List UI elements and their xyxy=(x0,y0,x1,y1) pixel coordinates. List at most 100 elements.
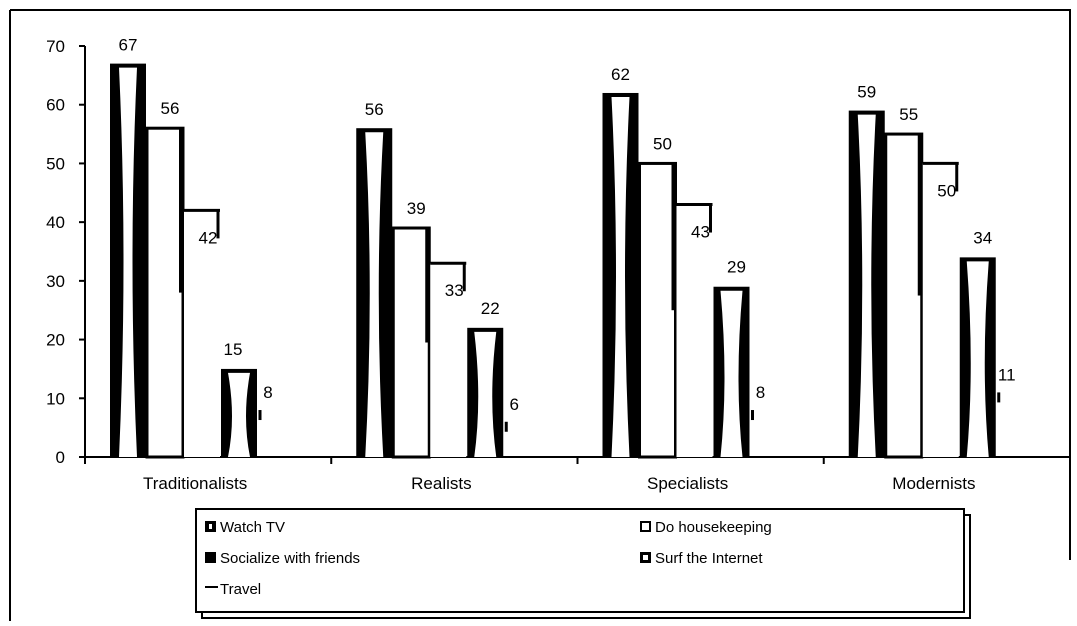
bar-do-housekeeping xyxy=(884,132,924,459)
bar-edge-shadow xyxy=(425,228,430,343)
bar-travel-specialists xyxy=(751,410,787,457)
x-tick-label: Specialists xyxy=(647,474,728,493)
bar-do-housekeeping-modernists xyxy=(884,132,924,459)
y-tick-label: 30 xyxy=(46,272,65,291)
bar-travel-traditionalists xyxy=(258,410,294,457)
data-label: 56 xyxy=(161,99,180,118)
data-label: 39 xyxy=(407,199,426,218)
bar-socialize-with-friends xyxy=(430,263,467,457)
x-tick-label: Realists xyxy=(411,474,471,493)
y-tick-label: 0 xyxy=(56,448,65,467)
legend-swatch-inner xyxy=(643,555,648,560)
bar-edge-shadow xyxy=(917,134,922,296)
x-axis-ticks xyxy=(84,457,1071,464)
data-label: 42 xyxy=(199,228,218,247)
bar-socialize-with-friends-realists xyxy=(430,261,467,457)
bar-inner-highlight xyxy=(228,372,250,457)
bar-socialize-with-friends xyxy=(184,210,220,457)
bar-watch-tv-realists xyxy=(356,128,393,457)
bar-socialize-with-friends xyxy=(676,204,713,457)
value-labels-layer: 67 56 42 15 8 56 39 33 22 6 62 50 43 29 8 59 55 50 34 11 xyxy=(119,36,1016,414)
y-tick-label: 60 xyxy=(46,96,65,115)
bar-edge-shadow xyxy=(671,163,676,311)
bar-watch-tv-specialists xyxy=(602,92,639,457)
y-tick-label: 10 xyxy=(46,389,65,408)
x-tick-label: Modernists xyxy=(892,474,975,493)
legend-swatch xyxy=(205,552,216,563)
data-label: 6 xyxy=(510,395,519,414)
y-tick-label: 20 xyxy=(46,331,65,350)
bar-socialize-with-friends-specialists xyxy=(676,203,713,457)
data-label: 50 xyxy=(937,181,956,200)
bar-surf-the-internet-specialists xyxy=(713,286,750,457)
y-axis-ticks: 0 10 20 30 40 50 60 70 xyxy=(46,37,85,467)
bar-do-housekeeping xyxy=(145,126,185,459)
bar-travel xyxy=(504,422,540,457)
legend: Watch TV Do housekeeping Socialize with fr… xyxy=(195,508,971,619)
chart-frame xyxy=(10,9,1071,560)
bar-inner-highlight xyxy=(119,67,137,457)
legend-swatch-inner xyxy=(209,524,212,529)
legend-item-watch-tv: Watch TV xyxy=(205,519,285,536)
bar-travel xyxy=(997,392,1033,457)
legend-swatch xyxy=(640,521,651,532)
y-tick-label: 40 xyxy=(46,213,65,232)
legend-items: Watch TV Do housekeeping Socialize with fr… xyxy=(205,519,772,598)
legend-item-travel: Travel xyxy=(205,581,261,598)
bar-inner-highlight xyxy=(857,114,876,457)
bar-inner-highlight xyxy=(611,96,630,457)
data-label: 15 xyxy=(224,340,243,359)
bar-do-housekeeping-realists xyxy=(391,226,431,459)
data-label: 8 xyxy=(756,383,765,402)
data-label: 62 xyxy=(611,65,630,84)
data-label: 43 xyxy=(691,223,710,242)
bar-inner-highlight xyxy=(720,290,743,457)
bar-do-housekeeping xyxy=(391,226,431,459)
legend-box-front xyxy=(195,508,965,613)
bar-socialize-with-friends-traditionalists xyxy=(184,208,220,457)
data-label: 59 xyxy=(857,83,876,102)
data-label: 55 xyxy=(899,105,918,124)
bar-do-housekeeping-specialists xyxy=(638,161,677,459)
legend-label: Surf the Internet xyxy=(655,550,763,567)
legend-label: Do housekeeping xyxy=(655,519,772,536)
data-label: 50 xyxy=(653,134,672,153)
bars-layer xyxy=(110,63,1033,459)
data-label: 67 xyxy=(119,36,138,55)
data-label: 34 xyxy=(973,228,992,247)
bar-travel xyxy=(258,410,294,457)
bar-watch-tv-modernists xyxy=(848,110,885,457)
bar-do-housekeeping xyxy=(638,161,677,459)
bar-socialize-with-friends xyxy=(922,163,959,457)
bar-travel-realists xyxy=(504,421,540,457)
data-label: 8 xyxy=(263,383,272,402)
legend-item-surf-the-internet: Surf the Internet xyxy=(640,550,763,567)
data-label: 29 xyxy=(727,258,746,277)
bar-do-housekeeping-traditionalists xyxy=(145,126,185,459)
bar-watch-tv-traditionalists xyxy=(110,63,146,457)
bar-travel xyxy=(751,410,787,457)
data-label: 33 xyxy=(445,281,464,300)
x-tick-label: Traditionalists xyxy=(143,474,247,493)
bar-surf-the-internet-realists xyxy=(467,327,504,457)
bar-edge-shadow xyxy=(179,128,183,293)
legend-label: Watch TV xyxy=(220,519,285,536)
legend-item-do-housekeeping: Do housekeeping xyxy=(640,519,772,536)
legend-label: Socialize with friends xyxy=(220,550,360,567)
bar-travel-modernists xyxy=(997,392,1033,457)
bar-socialize-with-friends-modernists xyxy=(922,161,959,457)
category-labels-layer: Traditionalists Realists Specialists Modern… xyxy=(143,474,975,493)
bar-inner-highlight xyxy=(365,132,384,457)
legend-label: Travel xyxy=(220,581,261,598)
bar-surf-the-internet-modernists xyxy=(959,257,996,457)
data-label: 11 xyxy=(998,365,1016,384)
bar-inner-highlight xyxy=(966,261,989,457)
y-tick-label: 70 xyxy=(46,37,65,56)
bar-inner-highlight xyxy=(474,331,497,457)
data-label: 56 xyxy=(365,100,384,119)
bar-surf-the-internet-traditionalists xyxy=(221,368,257,457)
legend-item-socialize-with-friends: Socialize with friends xyxy=(205,550,360,567)
data-label: 22 xyxy=(481,299,500,318)
